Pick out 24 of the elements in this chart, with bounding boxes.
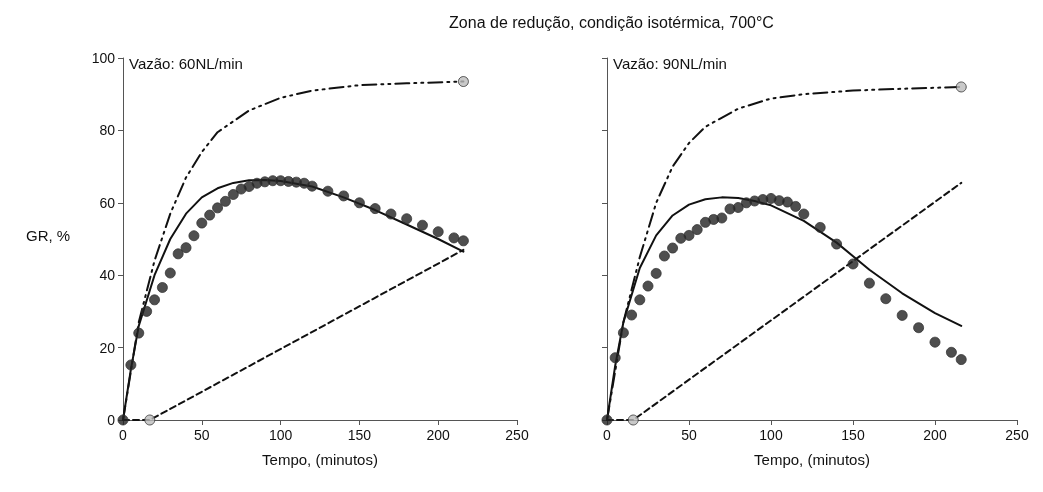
annotation: Vazão: 60NL/min xyxy=(129,55,243,72)
x-axis-title: Tempo, (minutos) xyxy=(262,451,378,468)
y-tick-label: 100 xyxy=(91,50,116,66)
y-tick-label: 0 xyxy=(107,412,116,428)
x-tick-label: 0 xyxy=(119,427,128,443)
x-tick-label: 250 xyxy=(1005,427,1029,443)
y-tick-label: 60 xyxy=(99,194,116,211)
x-tick-label: 250 xyxy=(505,427,529,443)
x-tick-label: 200 xyxy=(923,427,947,443)
y-tick-label: 40 xyxy=(99,267,116,284)
text: Zona de redução, condição isotérmica, 700°C xyxy=(448,13,775,33)
x-tick-label: 50 xyxy=(681,427,697,443)
y-tick-label: 20 xyxy=(99,339,116,356)
annotation: Vazão: 90NL/min xyxy=(613,55,727,72)
x-tick-label: 150 xyxy=(841,427,865,443)
x-tick-label: 50 xyxy=(194,427,210,443)
x-tick-label: 100 xyxy=(759,427,783,443)
x-tick-label: 200 xyxy=(426,427,451,443)
x-tick-label: 150 xyxy=(347,427,372,443)
x-axis-title: Tempo, (minutos) xyxy=(754,451,870,468)
x-tick-label: 0 xyxy=(603,427,612,443)
y-axis-title: GR, % xyxy=(26,227,71,244)
x-tick-label: 100 xyxy=(268,427,293,443)
y-tick-label: 80 xyxy=(99,122,116,139)
